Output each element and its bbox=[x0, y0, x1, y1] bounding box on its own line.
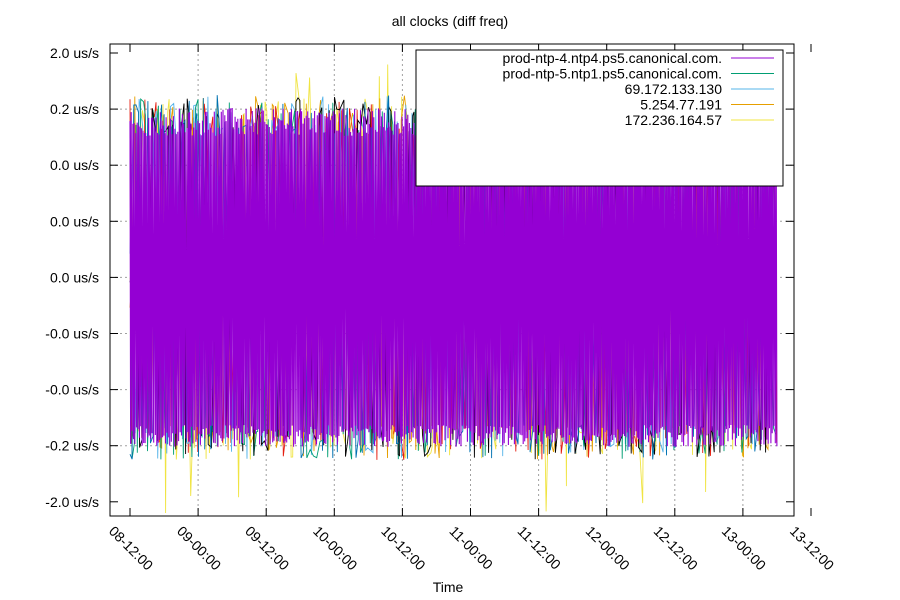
y-tick-label: -2.0 us/s bbox=[45, 494, 99, 510]
y-tick-label: 0.0 us/s bbox=[50, 213, 99, 229]
legend-label: 172.236.164.57 bbox=[625, 112, 723, 128]
legend: prod-ntp-4.ntp4.ps5.canonical.com.prod-n… bbox=[415, 49, 784, 187]
legend-label: 69.172.133.130 bbox=[625, 81, 723, 97]
legend-box bbox=[415, 49, 784, 187]
x-axis-label: Time bbox=[433, 579, 464, 595]
legend-label: 5.254.77.191 bbox=[640, 97, 722, 113]
y-tick-label: 0.2 us/s bbox=[50, 101, 99, 117]
legend-label: prod-ntp-4.ntp4.ps5.canonical.com. bbox=[503, 50, 722, 66]
y-tick-layer: 2.0 us/s 0.2 us/s 0.0 us/s 0.0 us/s 0.0 us/s… bbox=[45, 45, 794, 510]
y-tick-label: 2.0 us/s bbox=[50, 45, 99, 61]
y-tick-label: -0.2 us/s bbox=[45, 438, 99, 454]
y-tick-label: 0.0 us/s bbox=[50, 269, 99, 285]
y-tick-label: 0.0 us/s bbox=[50, 157, 99, 173]
y-tick-label: -0.0 us/s bbox=[45, 382, 99, 398]
legend-label: prod-ntp-5.ntp1.ps5.canonical.com. bbox=[503, 66, 722, 82]
y-tick-label: -0.0 us/s bbox=[45, 326, 99, 342]
series-line bbox=[129, 107, 778, 447]
chart-title: all clocks (diff freq) bbox=[392, 13, 508, 29]
plot-frame bbox=[109, 43, 795, 517]
